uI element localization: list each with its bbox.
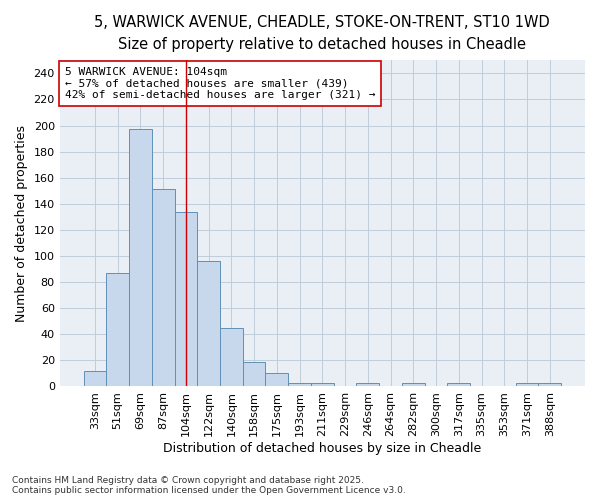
Text: 5 WARWICK AVENUE: 104sqm
← 57% of detached houses are smaller (439)
42% of semi-: 5 WARWICK AVENUE: 104sqm ← 57% of detach… xyxy=(65,67,376,100)
Bar xyxy=(448,382,470,386)
Bar xyxy=(538,382,561,386)
Bar xyxy=(515,382,538,386)
Bar xyxy=(243,362,265,386)
Bar xyxy=(106,273,129,386)
Bar xyxy=(288,382,311,386)
Y-axis label: Number of detached properties: Number of detached properties xyxy=(15,125,28,322)
Bar xyxy=(220,328,243,386)
Bar xyxy=(356,382,379,386)
X-axis label: Distribution of detached houses by size in Cheadle: Distribution of detached houses by size … xyxy=(163,442,481,455)
Bar xyxy=(175,212,197,386)
Bar xyxy=(83,371,106,386)
Bar xyxy=(402,382,425,386)
Bar xyxy=(311,382,334,386)
Bar xyxy=(152,190,175,386)
Bar xyxy=(197,261,220,386)
Title: 5, WARWICK AVENUE, CHEADLE, STOKE-ON-TRENT, ST10 1WD
Size of property relative t: 5, WARWICK AVENUE, CHEADLE, STOKE-ON-TRE… xyxy=(94,15,550,52)
Text: Contains HM Land Registry data © Crown copyright and database right 2025.
Contai: Contains HM Land Registry data © Crown c… xyxy=(12,476,406,495)
Bar xyxy=(129,130,152,386)
Bar xyxy=(265,374,288,386)
